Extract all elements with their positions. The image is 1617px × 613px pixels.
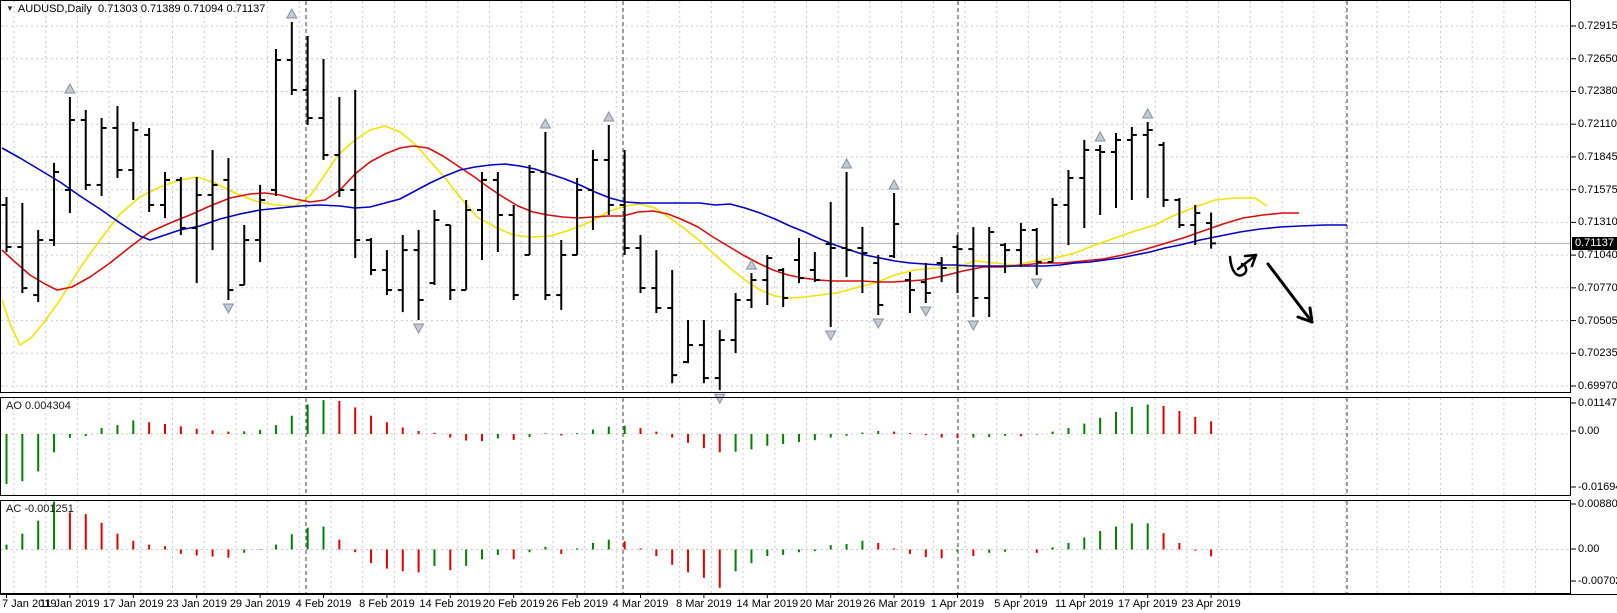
price-axis-label: 0.70235 bbox=[1578, 347, 1617, 360]
time-axis-label: 7 Jan 2019 bbox=[2, 598, 57, 610]
fractal-up-icon bbox=[1094, 130, 1106, 142]
price-axis-label: 0.72110 bbox=[1578, 118, 1617, 131]
price-axis-label: 0.70770 bbox=[1578, 281, 1617, 294]
time-axis-label: 5 Apr 2019 bbox=[994, 598, 1048, 610]
fractal-down-icon bbox=[824, 330, 837, 342]
fractal-up-icon bbox=[602, 110, 615, 122]
fractal-down-icon bbox=[1030, 278, 1043, 290]
panel-frame bbox=[0, 397, 1571, 496]
price-axis-label: 0.71575 bbox=[1578, 183, 1617, 196]
chart-symbol-period: AUDUSD,Daily bbox=[17, 3, 92, 15]
time-axis-label: 4 Mar 2019 bbox=[612, 598, 669, 610]
price-axis-label: 0.71310 bbox=[1578, 216, 1617, 229]
time-axis-label: 23 Jan 2019 bbox=[166, 598, 227, 610]
annotation-curved-arrow-up-right[interactable] bbox=[1250, 253, 1258, 268]
panel-frame bbox=[0, 500, 1571, 594]
chart-dropdown-icon[interactable]: ▼ bbox=[6, 4, 14, 13]
annotation-straight-arrow-down-right[interactable] bbox=[1266, 262, 1314, 324]
annotation-curved-arrow-up-right[interactable] bbox=[1243, 253, 1258, 258]
price-axis-label: 0.70505 bbox=[1578, 314, 1617, 327]
time-axis-label: 14 Feb 2019 bbox=[419, 598, 482, 610]
time-axis-label: 8 Mar 2019 bbox=[676, 598, 732, 610]
time-axis-label: 20 Mar 2019 bbox=[799, 598, 862, 610]
fractal-down-icon bbox=[222, 303, 235, 314]
indicator-axis-label: 0.011475 bbox=[1578, 397, 1617, 409]
indicator-axis-label: 0.00 bbox=[1578, 543, 1600, 555]
current-price-badge: 0.71137 bbox=[1572, 237, 1617, 250]
time-axis-label: 17 Jan 2019 bbox=[103, 598, 164, 610]
indicator-axis-label: 0.00 bbox=[1578, 425, 1600, 437]
time-axis-label: 23 Apr 2019 bbox=[1181, 598, 1241, 610]
fractal-up-icon bbox=[64, 82, 76, 94]
panel-frame bbox=[0, 0, 1571, 393]
fractal-up-icon bbox=[888, 178, 900, 190]
fractal-up-icon bbox=[539, 117, 552, 129]
indicator-axis-label: 0.0088061 bbox=[1578, 498, 1617, 510]
fractal-down-icon bbox=[713, 393, 726, 405]
fractal-down-icon bbox=[412, 323, 425, 335]
annotation-curved-arrow-up-right[interactable] bbox=[1228, 255, 1248, 277]
price-axis-label: 0.71040 bbox=[1578, 249, 1617, 262]
fractal-up-icon bbox=[1141, 107, 1154, 119]
time-axis-label: 17 Apr 2019 bbox=[1118, 598, 1178, 610]
time-axis-label: 14 Mar 2019 bbox=[736, 598, 799, 610]
fractal-up-icon bbox=[285, 7, 298, 19]
fractal-down-icon bbox=[872, 318, 885, 330]
fractal-down-icon bbox=[919, 306, 932, 318]
time-axis-label: 29 Jan 2019 bbox=[229, 598, 291, 610]
annotation-straight-arrow-down-right[interactable] bbox=[1296, 315, 1314, 324]
ao-indicator-label: AO 0.004304 bbox=[6, 400, 71, 412]
annotation-straight-arrow-down-right[interactable] bbox=[1308, 306, 1314, 324]
ma-blue-line bbox=[1, 147, 1347, 267]
chart-title: ▼ AUDUSD,Daily 0.71303 0.71389 0.71094 0.… bbox=[6, 3, 265, 15]
ma-red-line bbox=[1, 145, 1299, 291]
fractal-up-icon bbox=[745, 259, 758, 270]
fractal-up-icon bbox=[840, 157, 853, 169]
price-axis-label: 0.72650 bbox=[1578, 52, 1617, 65]
time-axis-label: 26 Mar 2019 bbox=[863, 598, 925, 610]
time-axis-label: 11 Apr 2019 bbox=[1055, 598, 1114, 610]
fractal-down-icon bbox=[967, 320, 980, 331]
annotation-curved-arrow-up-right[interactable] bbox=[1236, 253, 1258, 271]
time-axis-label: 8 Feb 2019 bbox=[359, 598, 415, 610]
ac-indicator-label: AC -0.001251 bbox=[6, 503, 74, 515]
price-axis-label: 0.69970 bbox=[1578, 380, 1617, 393]
ma-yellow-line bbox=[1, 125, 1268, 346]
time-axis-label: 20 Feb 2019 bbox=[482, 598, 545, 610]
price-axis-label: 0.72915 bbox=[1578, 20, 1617, 32]
time-axis-label: 26 Feb 2019 bbox=[546, 598, 608, 610]
price-axis-label: 0.72380 bbox=[1578, 85, 1617, 98]
time-axis-label: 1 Apr 2019 bbox=[930, 598, 985, 610]
time-axis-label: 4 Feb 2019 bbox=[295, 598, 352, 610]
time-axis-label: 11 Jan 2019 bbox=[40, 598, 100, 610]
indicator-axis-label: -0.016942 bbox=[1578, 481, 1617, 493]
chart-ohlc-readout: 0.71303 0.71389 0.71094 0.71137 bbox=[98, 3, 266, 15]
price-axis-label: 0.71845 bbox=[1578, 150, 1617, 163]
indicator-axis-label: -0.0070274 bbox=[1578, 575, 1617, 587]
